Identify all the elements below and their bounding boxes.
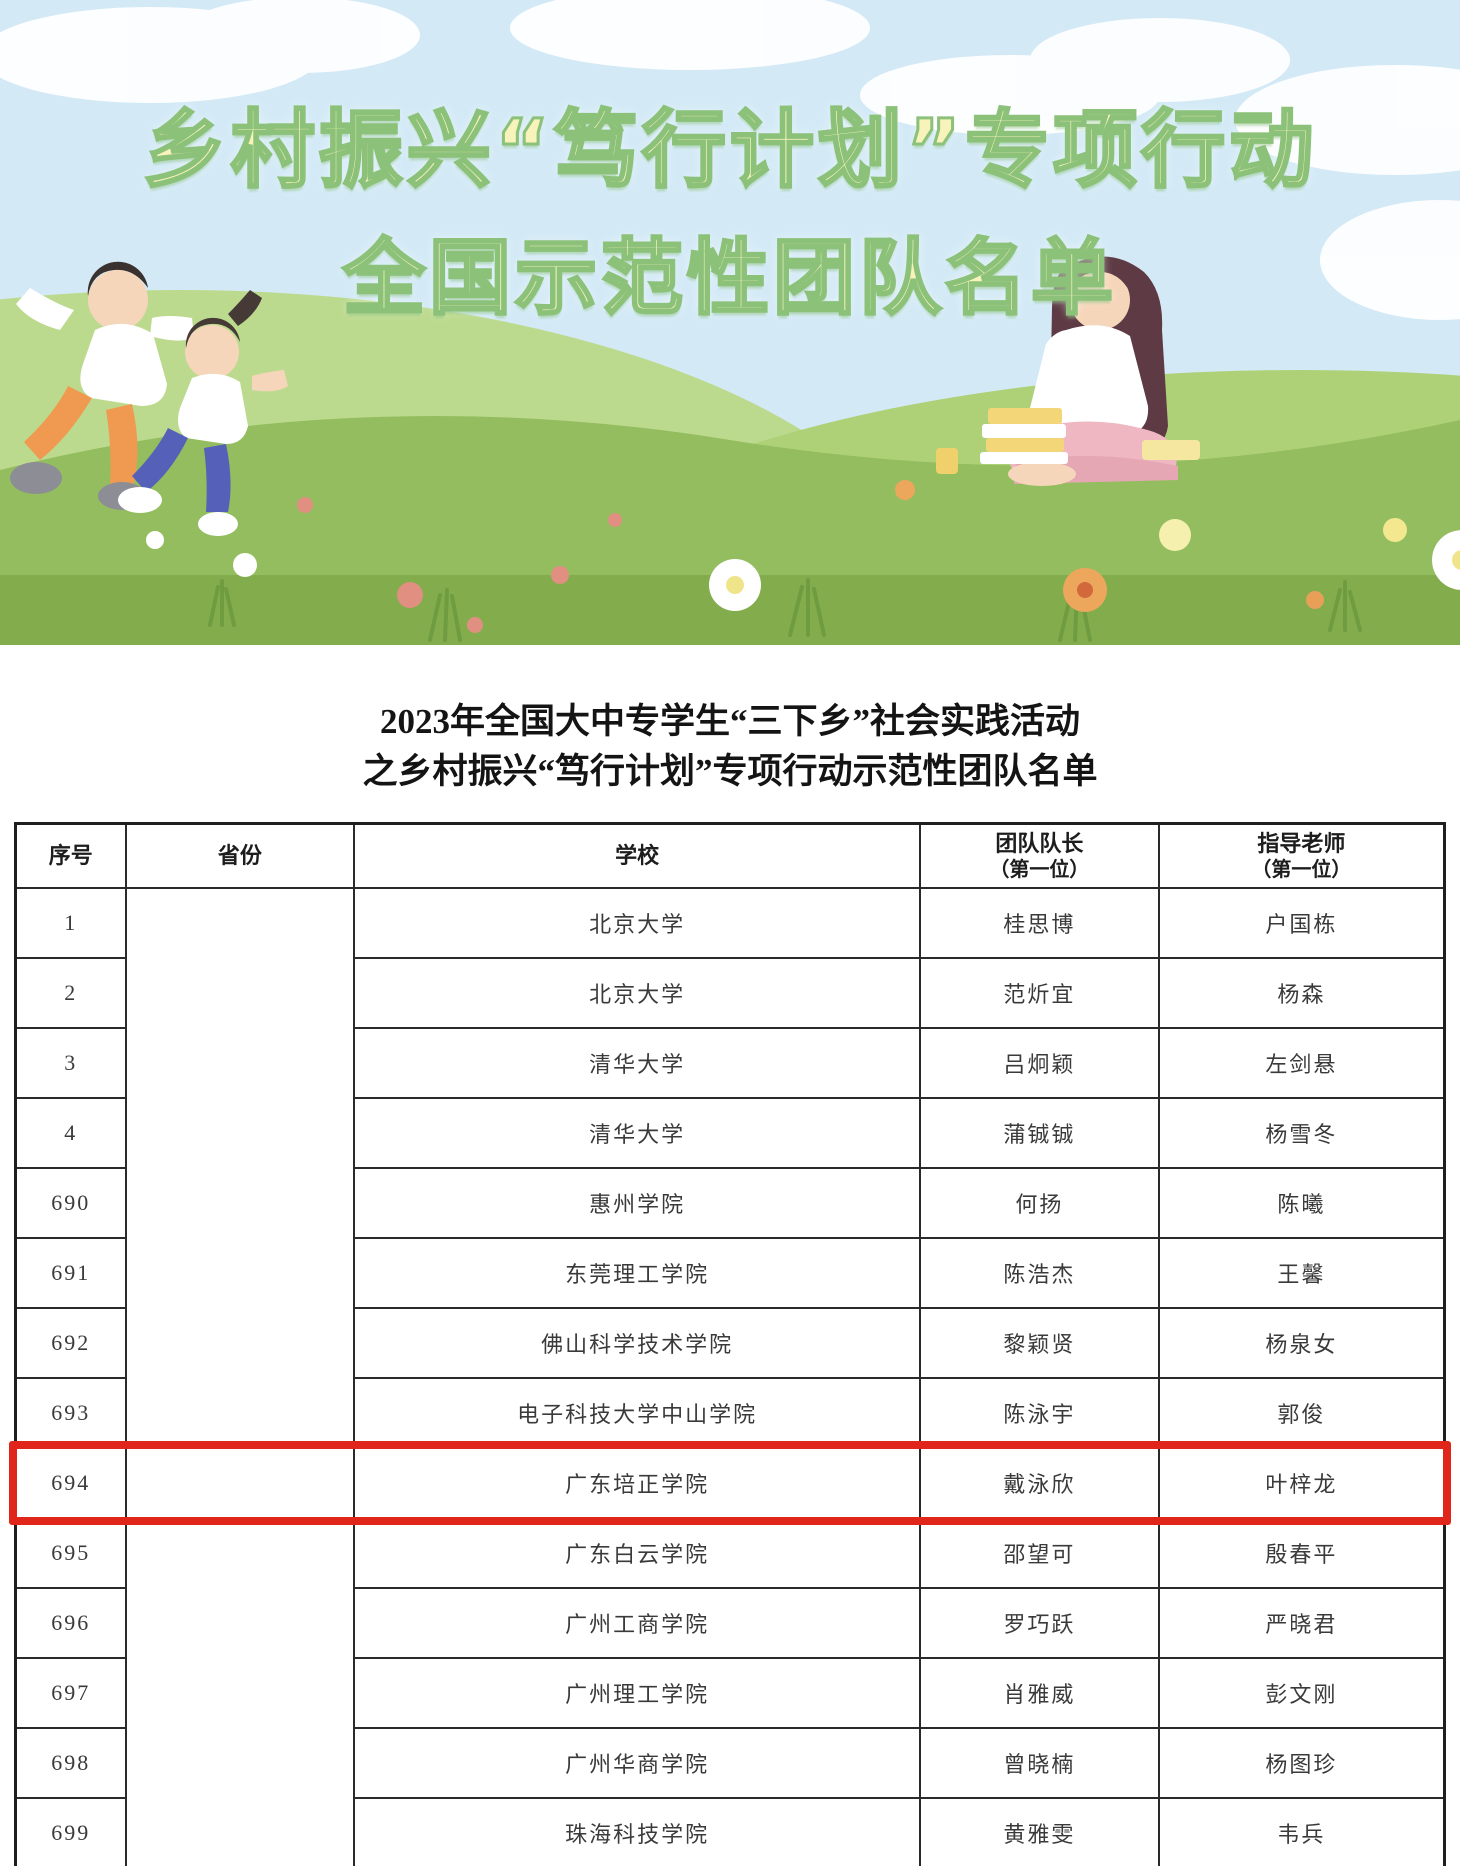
reading-woman-illustration <box>936 256 1200 486</box>
school-cell: 广东培正学院 <box>353 1447 922 1520</box>
row-no: 693 <box>14 1377 127 1450</box>
flowers <box>146 480 1460 633</box>
document-title-line1: 2023年全国大中专学生“三下乡”社会实践活动 <box>379 702 1080 741</box>
banner: 乡村振兴“笃行计划”专项行动 全国示范性团队名单 <box>0 0 1460 645</box>
school-cell: 清华大学 <box>353 1027 922 1100</box>
advisor-cell: 杨森 <box>1157 957 1446 1030</box>
row-no: 699 <box>14 1797 127 1866</box>
advisor-cell: 严晓君 <box>1157 1587 1446 1660</box>
row-no: 697 <box>14 1657 127 1730</box>
leader-cell: 吕炯颖 <box>919 1027 1160 1100</box>
table-row: 699 珠海科技学院 黄雅雯 韦兵 <box>14 1797 1446 1866</box>
advisor-cell: 韦兵 <box>1157 1797 1446 1866</box>
table-row: 3 清华大学 吕炯颖 左剑悬 <box>14 1027 1446 1100</box>
table-row: 698 广州华商学院 曾晓楠 杨图珍 <box>14 1727 1446 1800</box>
leader-cell: 肖雅威 <box>919 1657 1160 1730</box>
advisor-cell: 杨雪冬 <box>1157 1097 1446 1170</box>
advisor-cell: 彭文刚 <box>1157 1657 1446 1730</box>
roster-table-wrap: 序号 省份 学校 团队队长 （第一位） 指导老师 （第一位） 1 北京大学 桂思博 … <box>9 822 1451 1866</box>
province-cell <box>124 887 356 1866</box>
leader-cell: 黎颖贤 <box>919 1307 1160 1380</box>
pink-flower <box>297 497 622 633</box>
advisor-cell: 杨泉女 <box>1157 1307 1446 1380</box>
leader-cell: 范炘宜 <box>919 957 1160 1030</box>
banner-title: 乡村振兴“笃行计划”专项行动 全国示范性团队名单 <box>0 101 1460 326</box>
row-no: 1 <box>14 887 127 960</box>
banner-illustration <box>0 0 1460 645</box>
header-advisor: 指导老师 （第一位） <box>1157 822 1446 890</box>
school-cell: 广州工商学院 <box>353 1587 922 1660</box>
leader-cell: 桂思博 <box>919 887 1160 960</box>
school-cell: 惠州学院 <box>353 1167 922 1240</box>
cup-icon <box>936 448 958 474</box>
school-cell: 广州理工学院 <box>353 1657 922 1730</box>
banner-title-line2: 全国示范性团队名单 <box>341 231 1117 326</box>
school-cell: 广州华商学院 <box>353 1727 922 1800</box>
row-no: 696 <box>14 1587 127 1660</box>
school-cell: 珠海科技学院 <box>353 1797 922 1866</box>
table-row: 691 东莞理工学院 陈浩杰 王馨 <box>14 1237 1446 1310</box>
book-stack <box>980 408 1068 464</box>
advisor-cell: 王馨 <box>1157 1237 1446 1310</box>
table-row: 697 广州理工学院 肖雅威 彭文刚 <box>14 1657 1446 1730</box>
table-row: 696 广州工商学院 罗巧跃 严晓君 <box>14 1587 1446 1660</box>
header-province: 省份 <box>124 822 356 890</box>
school-cell: 北京大学 <box>353 887 922 960</box>
leader-cell: 蒲铖铖 <box>919 1097 1160 1170</box>
leader-cell: 陈泳宇 <box>919 1377 1160 1450</box>
banner-title-line1: 乡村振兴“笃行计划”专项行动 <box>141 101 1318 199</box>
advisor-cell: 郭俊 <box>1157 1377 1446 1450</box>
row-no: 4 <box>14 1097 127 1170</box>
document-title-line2: 之乡村振兴“笃行计划”专项行动示范性团队名单 <box>362 751 1098 791</box>
roster-table: 序号 省份 学校 团队队长 （第一位） 指导老师 （第一位） 1 北京大学 桂思博 … <box>14 822 1446 1866</box>
cloud-icon <box>0 0 1460 485</box>
open-book-icon <box>1142 440 1200 460</box>
table-row: 2 北京大学 范炘宜 杨森 <box>14 957 1446 1030</box>
table-row: 692 佛山科学技术学院 黎颖贤 杨泉女 <box>14 1307 1446 1380</box>
advisor-cell: 杨图珍 <box>1157 1727 1446 1800</box>
table-row: 690 惠州学院 何扬 陈曦 <box>14 1167 1446 1240</box>
leader-cell: 何扬 <box>919 1167 1160 1240</box>
advisor-cell: 户国栋 <box>1157 887 1446 960</box>
leader-cell: 黄雅雯 <box>919 1797 1160 1866</box>
advisor-cell: 殷春平 <box>1157 1517 1446 1590</box>
orange-flower <box>895 480 1324 612</box>
leader-cell: 戴泳欣 <box>919 1447 1160 1520</box>
school-cell: 广东白云学院 <box>353 1517 922 1590</box>
header-no: 序号 <box>14 822 127 890</box>
table-row: 1 北京大学 桂思博 户国栋 <box>14 887 1446 1866</box>
row-no: 692 <box>14 1307 127 1380</box>
running-children-illustration <box>10 261 288 536</box>
row-no: 691 <box>14 1237 127 1310</box>
table-row: 693 电子科技大学中山学院 陈泳宇 郭俊 <box>14 1377 1446 1450</box>
school-cell: 东莞理工学院 <box>353 1237 922 1310</box>
table-row: 695 广东白云学院 邵望可 殷春平 <box>14 1517 1446 1590</box>
advisor-cell: 左剑悬 <box>1157 1027 1446 1100</box>
header-school: 学校 <box>353 822 922 890</box>
daisy-flower <box>146 518 1460 611</box>
row-no: 698 <box>14 1727 127 1800</box>
table-header-row: 序号 省份 学校 团队队长 （第一位） 指导老师 （第一位） <box>14 822 1446 890</box>
header-leader: 团队队长 （第一位） <box>919 822 1160 890</box>
row-no: 2 <box>14 957 127 1030</box>
leader-cell: 罗巧跃 <box>919 1587 1160 1660</box>
school-cell: 北京大学 <box>353 957 922 1030</box>
leader-cell: 曾晓楠 <box>919 1727 1160 1800</box>
row-no: 695 <box>14 1517 127 1590</box>
advisor-cell: 陈曦 <box>1157 1167 1446 1240</box>
leader-cell: 陈浩杰 <box>919 1237 1160 1310</box>
advisor-cell: 叶梓龙 <box>1157 1447 1446 1520</box>
school-cell: 电子科技大学中山学院 <box>353 1377 922 1450</box>
row-no: 690 <box>14 1167 127 1240</box>
school-cell: 佛山科学技术学院 <box>353 1307 922 1380</box>
leader-cell: 邵望可 <box>919 1517 1160 1590</box>
document-title: 2023年全国大中专学生“三下乡”社会实践活动 之乡村振兴“笃行计划”专项行动示… <box>0 697 1460 796</box>
table-row-highlighted: 694 广东培正学院 戴泳欣 叶梓龙 <box>14 1447 1446 1520</box>
row-no: 3 <box>14 1027 127 1100</box>
school-cell: 清华大学 <box>353 1097 922 1170</box>
row-no: 694 <box>14 1447 127 1520</box>
table-row: 4 清华大学 蒲铖铖 杨雪冬 <box>14 1097 1446 1170</box>
